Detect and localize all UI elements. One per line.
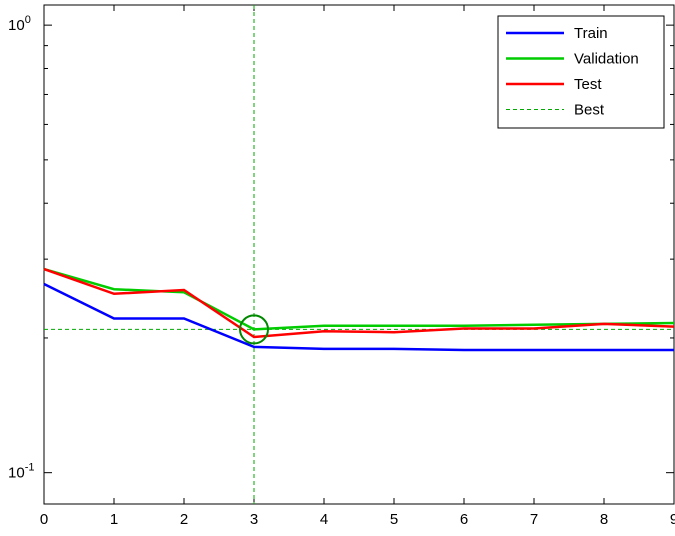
legend-label: Best xyxy=(574,102,605,119)
x-tick-label: 0 xyxy=(40,511,48,528)
legend-box xyxy=(497,15,665,129)
legend-label: Validation xyxy=(574,51,639,68)
x-tick-label: 4 xyxy=(320,511,328,528)
legend: Train Validation Test Best xyxy=(497,15,665,129)
y-tick-label: 10-1 xyxy=(8,462,34,482)
series-line-test xyxy=(43,267,675,339)
x-tick-label: 1 xyxy=(110,511,118,528)
x-tick-label: 3 xyxy=(250,511,258,528)
x-tick-label: 7 xyxy=(530,511,538,528)
x-tick-label: 8 xyxy=(600,511,608,528)
best-marker xyxy=(239,314,269,345)
x-tick-label: 9 xyxy=(670,511,675,528)
x-tick-label: 6 xyxy=(460,511,468,528)
y-tick-label: 100 xyxy=(8,14,31,34)
series-line-train xyxy=(43,282,674,352)
legend-label: Train xyxy=(574,25,608,42)
x-tick-label: 2 xyxy=(180,511,188,528)
x-tick-label: 5 xyxy=(390,511,398,528)
legend-label: Test xyxy=(574,76,602,93)
